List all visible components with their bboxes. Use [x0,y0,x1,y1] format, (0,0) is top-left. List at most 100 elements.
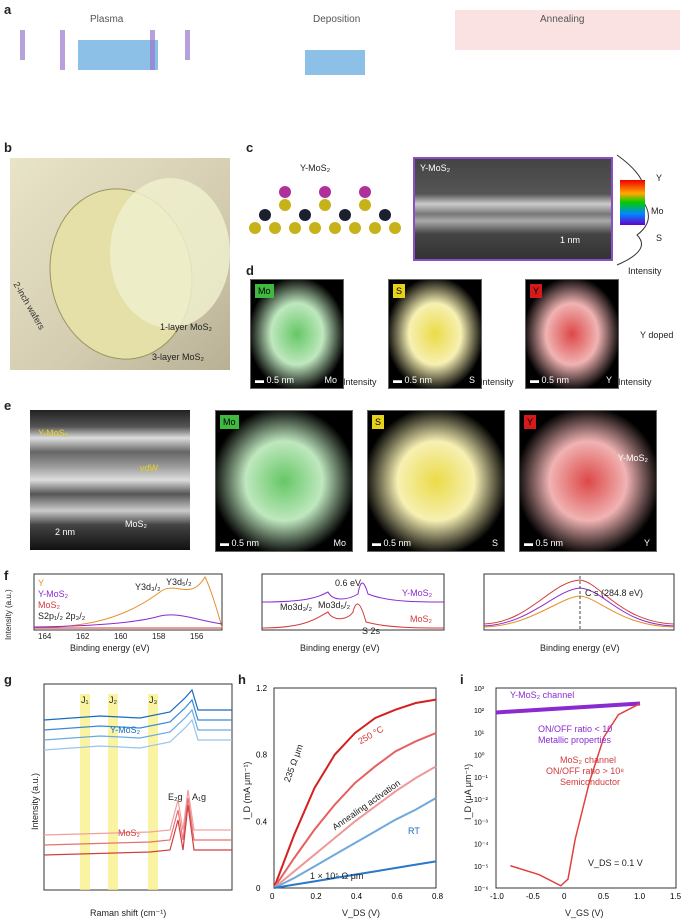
deposition-stage [305,50,365,75]
haadf-image-e [30,410,190,550]
xps-mo3d-plot [261,573,445,631]
profile-s: S [656,233,663,243]
f-leg-ymos2: Y-MoS₂ [38,589,69,599]
panel-g-letter: g [4,672,12,687]
i-ytick: 10⁰ [474,752,485,760]
d-map-name: S [468,375,475,385]
e-map-tag: Mo [220,415,239,429]
e-scale: 2 nm [55,527,76,537]
f-left-xlabel: Binding energy (eV) [70,643,150,653]
haadf-image-c [413,157,613,261]
d-map-tag: Y [530,284,543,298]
g-a1g: A₁g [192,792,207,802]
g-e2g: E₂g [168,792,183,802]
f-mo52: Mo3d₅/₂ [318,600,351,610]
stage-annealing: Annealing [540,14,585,25]
label-3layer: 3-layer MoS₂ [152,352,205,362]
d-axis-intensity: Intensity [618,377,652,387]
f-mid-ymos2: Y-MoS₂ [402,588,433,598]
e-map-name: Y [643,538,650,548]
i-ytick: 10⁻² [474,797,488,804]
h-series-1 [273,732,437,889]
i-xtick: -1.0 [490,892,504,901]
h-xtick: 0.8 [432,892,443,901]
raman-plot [43,683,233,891]
d-map-tag: S [393,284,406,298]
i-ytick: 10⁻⁶ [474,886,488,893]
d-map-name: Mo [324,375,337,385]
panel-b-letter: b [4,140,12,155]
e-map-tag: S [372,415,385,429]
panel-a-letter: a [4,2,12,17]
i-ytick: 10⁻³ [474,819,488,826]
e-map-mo: Mo ▬ 0.5 nm Mo [215,410,353,552]
i-ytick: 10⁻⁴ [474,842,489,849]
d-axis-intensity: Intensity [480,377,514,387]
profile-c-axis: Intensity [628,266,662,276]
f-right-xlabel: Binding energy (eV) [540,643,620,653]
profile-y: Y [656,173,663,183]
f-left-tick: 160 [114,632,128,641]
model-label: Y-MoS₂ [300,163,331,173]
h-xlabel: V_DS (V) [342,908,381,918]
h-ytick: 1.2 [256,684,268,693]
d-doped-label: Y doped [640,330,674,340]
e-map-tag: Y [524,415,537,429]
f-mid-mos2: MoS₂ [410,614,432,624]
i-xtick: 0 [562,892,567,901]
id-vgs-plot: -1.0 -0.5 0 0.5 1.0 1.5 10³ 10² 10¹ 10⁰ 10⁻¹ 10⁻² 10… [474,686,682,901]
label-1layer: 1-layer MoS₂ [160,322,213,332]
d-map-scale: ▬ 0.5 nm [255,375,295,385]
h-series-3 [273,797,437,889]
i-frame [495,687,677,889]
e-map-scale: ▬ 0.5 nm [220,538,260,548]
e-mos2: MoS₂ [125,519,147,529]
g-j1: J₁ [81,695,89,705]
h-ytick: 0 [256,884,261,893]
haadf-c-scale: 1 nm [560,235,581,245]
i-ytick: 10² [474,708,485,715]
panel-a-schematic [20,10,680,75]
h-ylabel: I_D (mA μm⁻¹) [242,761,252,820]
xps-c1s-plot [483,573,675,631]
panel-e-letter: e [4,398,12,413]
panel-d-letter: d [246,263,254,278]
g-ymos2: Y-MoS₂ [110,725,141,735]
i-mch: MoS₂ channel [560,755,617,765]
g-j2: J₂ [109,695,117,705]
i-ytick: 10¹ [474,730,485,737]
e-map-scale: ▬ 0.5 nm [372,538,412,548]
d-map-scale: ▬ 0.5 nm [393,375,433,385]
profile-mo: Mo [651,206,664,216]
f-mid-xlabel: Binding energy (eV) [300,643,380,653]
i-ytick: 10⁻⁵ [474,864,488,871]
f-y3d32: Y3d₃/₂ [135,582,161,592]
f-c1s: C s (284.8 eV) [585,588,644,598]
g-j3: J₃ [149,695,158,705]
h-series-2 [273,765,437,889]
e-vdw: vdW [140,463,158,473]
h-xtick: 0.6 [392,892,404,901]
i-series-0 [495,701,641,715]
intensity-profile-c [616,154,649,266]
f-y3d52: Y3d₅/₂ [166,577,192,587]
f-mo32: Mo3d₃/₂ [280,602,313,612]
f-leg-y: Y [38,578,45,588]
f-left-ylabel: Intensity (a.u.) [4,589,13,640]
i-metal: Metallic properties [538,735,612,745]
h-r2: 1 × 10⁵ Ω μm [310,871,364,881]
annealing-stage [455,10,680,50]
wafer-photo [10,158,230,370]
h-frame [273,687,437,889]
i-ratio2: ON/OFF ratio > 10⁸ [546,766,625,776]
panel-c-letter: c [246,140,254,155]
h-series-0 [273,698,437,889]
i-semi: Semiconductor [560,777,621,787]
stage-deposition: Deposition [313,14,361,25]
e-map-name: Mo [333,538,346,548]
h-rt: RT [408,826,420,836]
e-map-name: S [491,538,498,548]
i-ytick: 10⁻¹ [474,775,488,782]
i-xtick: -0.5 [526,892,540,901]
d-map-tag: Mo [255,284,274,298]
